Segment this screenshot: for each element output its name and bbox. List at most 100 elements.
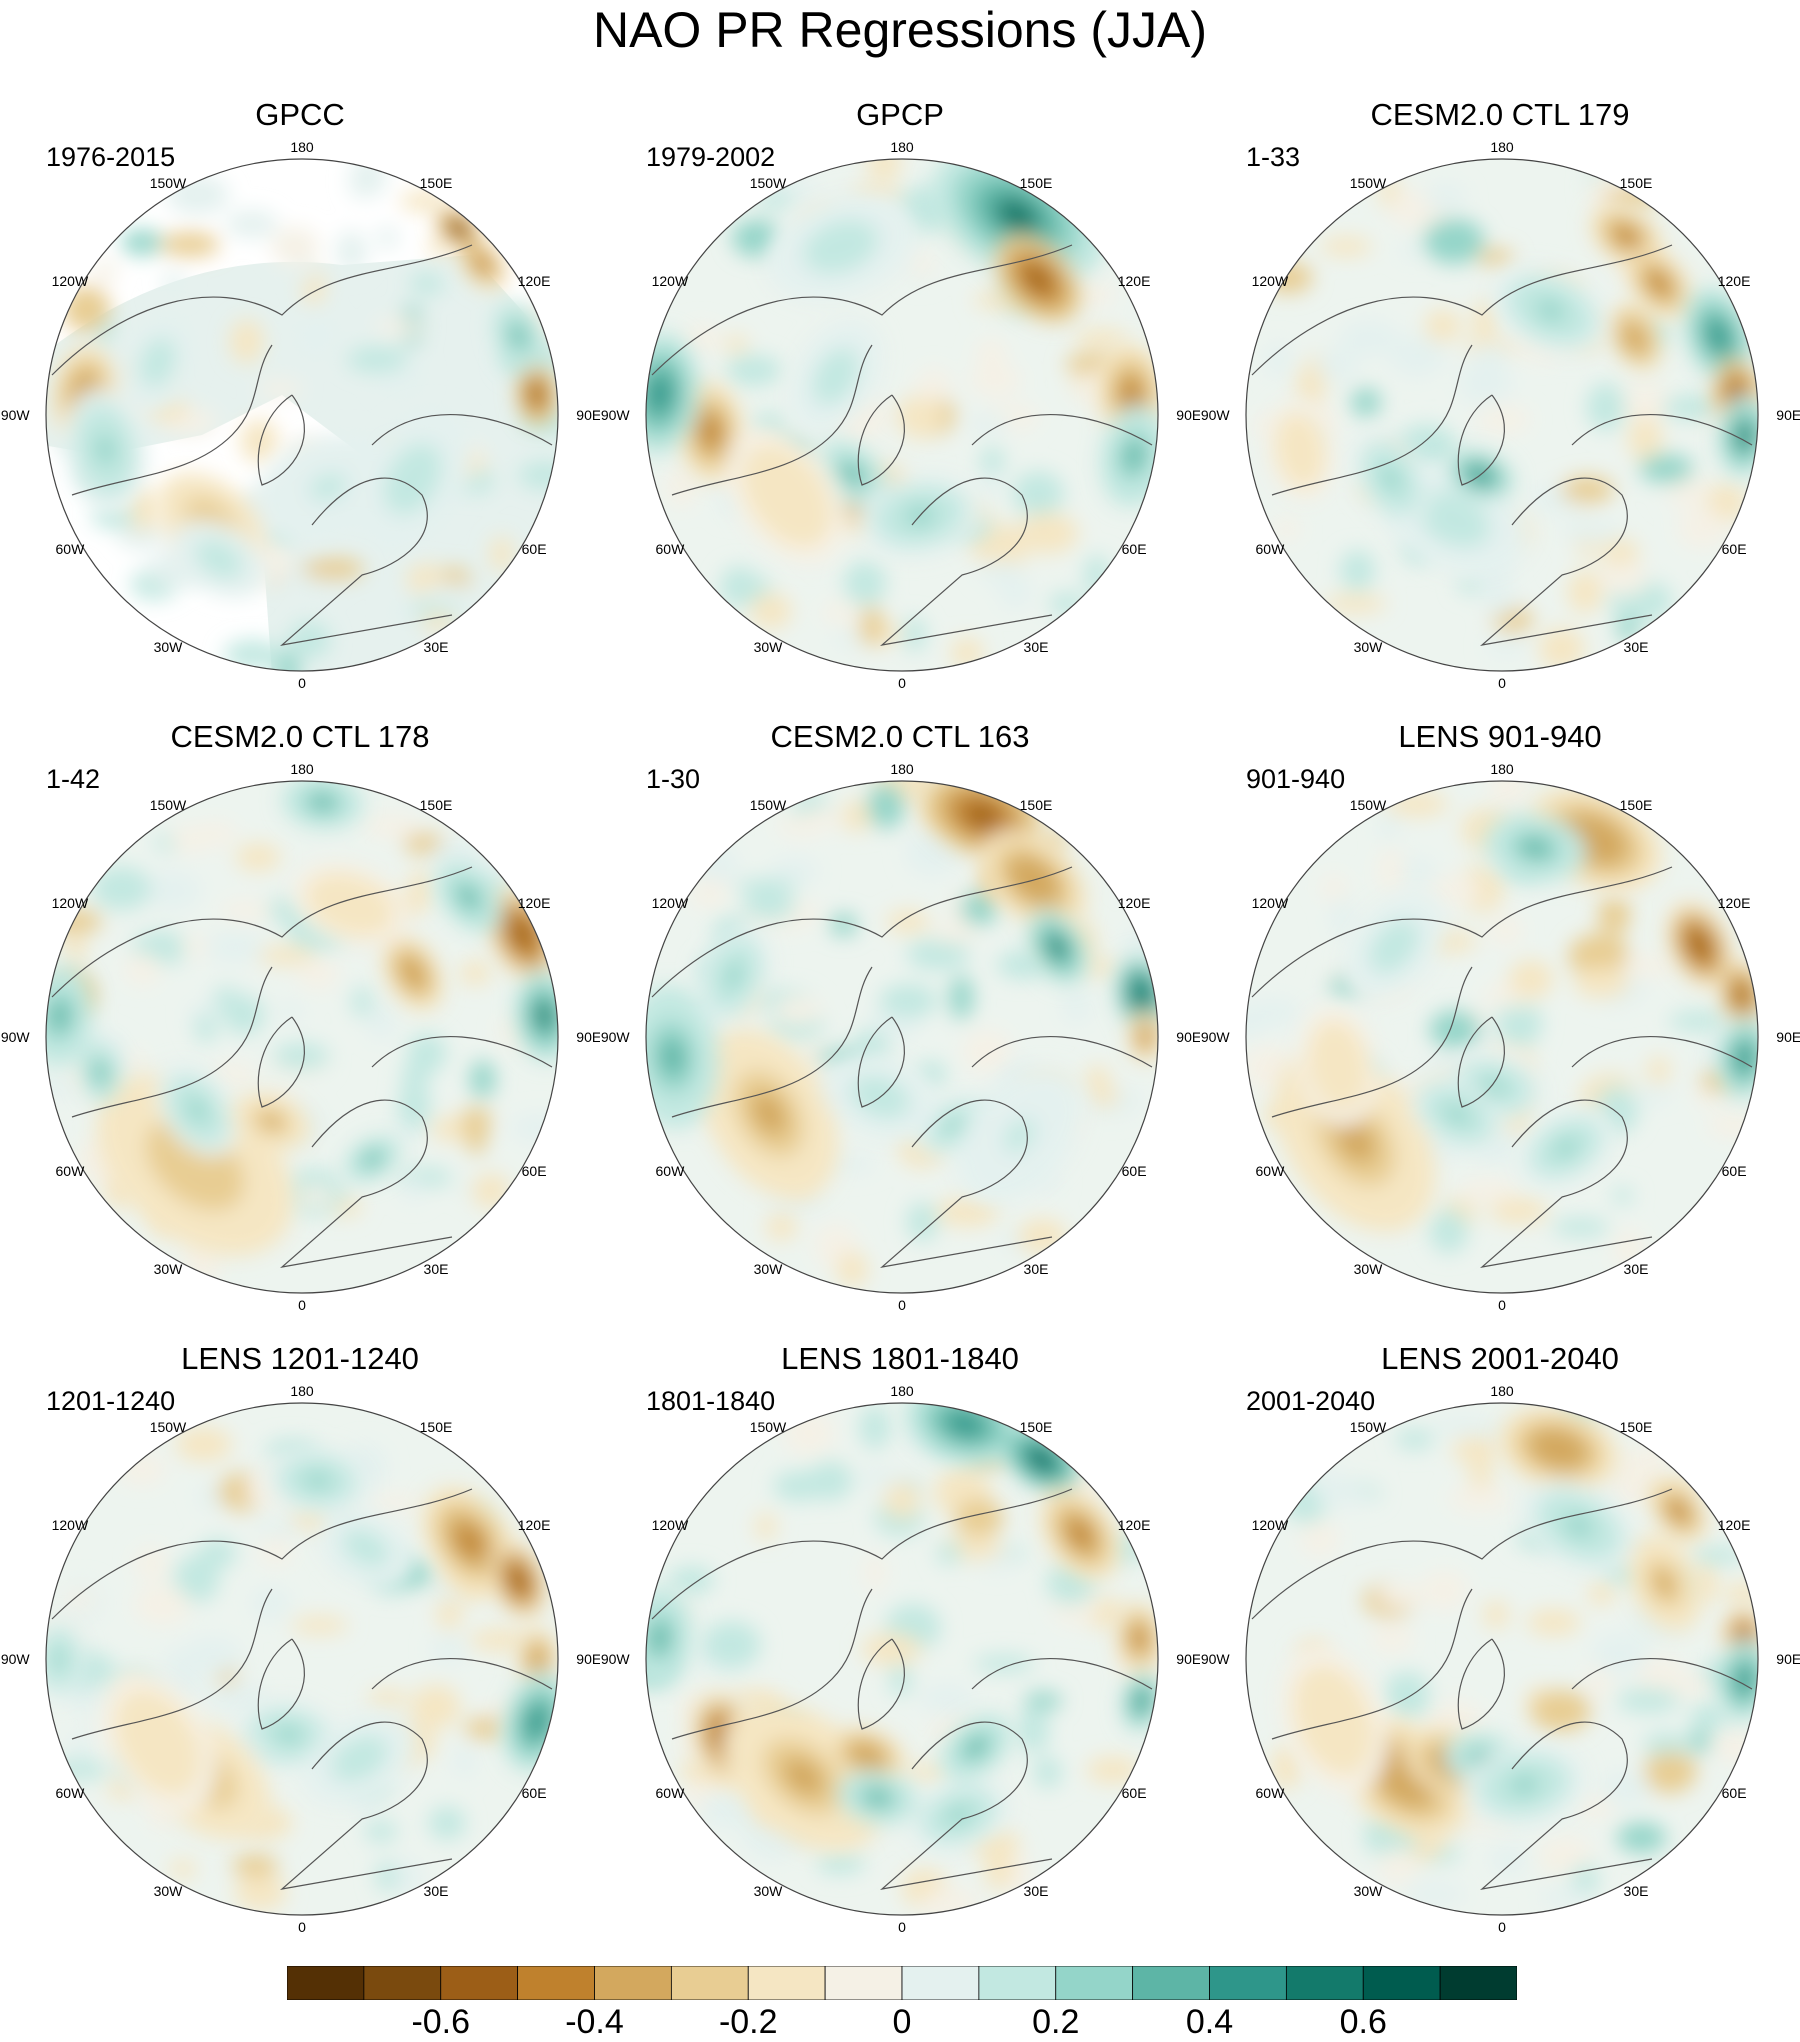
longitude-label: 90E [576, 1029, 600, 1045]
colorbar-tick-label: -0.6 [411, 2003, 471, 2041]
anomaly-contour [51, 1003, 69, 1029]
longitude-label: 60E [522, 541, 547, 557]
anomaly-speck [490, 536, 514, 572]
longitude-label: 30E [424, 639, 449, 655]
anomaly-contour [1690, 934, 1708, 956]
anomaly-contour [1335, 1116, 1376, 1163]
map-boundary [1245, 158, 1759, 672]
anomaly-speck [1598, 563, 1649, 597]
longitude-label: 90W [601, 1029, 631, 1045]
anomaly-speck [969, 364, 1022, 396]
anomaly-speck [367, 1689, 409, 1708]
anomaly-layer [646, 1403, 1158, 1852]
anomaly-speck [290, 1616, 349, 1634]
anomaly-contour [1026, 268, 1049, 291]
colorbar-swatch [1285, 1966, 1364, 2000]
anomaly-speck [276, 650, 300, 671]
anomaly-speck [205, 931, 265, 963]
anomaly-speck [1689, 1703, 1731, 1729]
anomaly-contour [452, 223, 464, 234]
longitude-label: 0 [1498, 1919, 1506, 1935]
anomaly-speck [169, 825, 210, 854]
anomaly-speck [429, 1583, 467, 1601]
anomaly-speck [702, 1621, 761, 1669]
colorbar-tick-label: -0.2 [718, 2003, 778, 2041]
anomaly-contour [995, 198, 1039, 233]
anomaly-speck [906, 938, 970, 970]
anomaly-contour [751, 1092, 787, 1136]
anomaly-layer [51, 207, 557, 598]
anomaly-speck [1459, 1178, 1517, 1203]
panel-period: 1976-2015 [46, 142, 176, 172]
longitude-label: 30E [424, 1261, 449, 1277]
anomaly-speck [423, 583, 476, 606]
anomaly-speck [1089, 1086, 1120, 1107]
greenland-coast [1457, 394, 1505, 486]
longitude-label: 120W [1252, 273, 1289, 289]
coastlines [651, 244, 1153, 646]
anomaly-speck [159, 232, 220, 257]
anomaly-speck [1017, 512, 1079, 554]
anomaly-contour [857, 1748, 877, 1763]
longitude-label: 60W [656, 1785, 686, 1801]
colorbar-swatch [824, 1966, 903, 2000]
siberia-coast [971, 1658, 1153, 1690]
anomaly-speck [117, 519, 166, 550]
anomaly-speck [1627, 1086, 1673, 1105]
anomaly-contour [1381, 933, 1407, 960]
anomaly-speck [1273, 517, 1301, 540]
anomaly-speck [47, 1759, 109, 1780]
siberia-coast [971, 1036, 1153, 1068]
anomaly-speck [975, 337, 1007, 371]
colorbar-swatch [287, 1966, 365, 2000]
anomaly-speck [946, 1464, 978, 1496]
anomaly-speck [1421, 1570, 1468, 1610]
anomaly-speck [921, 1887, 980, 1915]
coastlines [651, 1488, 1153, 1890]
anomaly-speck [1496, 1000, 1542, 1048]
coastlines [51, 244, 553, 646]
anomaly-speck [1340, 550, 1376, 592]
anomaly-contour [95, 1064, 106, 1081]
anomaly-speck [1033, 1756, 1062, 1789]
longitude-label: 60W [1256, 541, 1286, 557]
anomaly-speck [408, 868, 432, 913]
anomaly-speck [198, 1538, 237, 1568]
anomaly-speck [1061, 990, 1092, 1024]
anomaly-speck [1667, 476, 1712, 509]
coastlines [651, 866, 1153, 1268]
greenland-coast [857, 1638, 905, 1730]
polar-map: 180 150E 120E 90E 60E 30E 0 30W 60W 90W 120W 150W [601, 1383, 1200, 1935]
longitude-label: 120E [1118, 273, 1151, 289]
anomaly-contour [309, 473, 347, 501]
anomaly-speck [464, 1717, 509, 1740]
anomaly-contour [1564, 1514, 1594, 1538]
anomaly-contour [949, 1413, 981, 1435]
anomaly-speck [1323, 594, 1387, 613]
anomaly-contour [823, 362, 848, 391]
anomaly-speck [64, 1590, 96, 1610]
colorbar-tick-label: 0.2 [1032, 2003, 1080, 2041]
anomaly-contour [1509, 1774, 1540, 1796]
map-boundary [645, 1402, 1159, 1916]
longitude-label: 90W [1, 1029, 31, 1045]
greenland-coast [1457, 1638, 1505, 1730]
anomaly-contour [1136, 1693, 1147, 1709]
anomaly-speck [842, 799, 871, 833]
anomaly-contour [867, 1790, 888, 1805]
anomaly-speck [1376, 1583, 1426, 1607]
anomaly-speck [1576, 1796, 1615, 1819]
anomaly-speck [1330, 891, 1354, 938]
map-panel: GPCC 180 150E 120E 90E 60E 30E 0 30W 60W 90W 120W 15… [0, 95, 600, 715]
polar-map: 180 150E 120E 90E 60E 30E 0 30W 60W 90W 120W 150W [1201, 761, 1800, 1313]
anomaly-speck [235, 843, 281, 872]
anomaly-contour [943, 1117, 963, 1134]
anomaly-speck [903, 616, 927, 652]
anomaly-contour [476, 256, 489, 271]
anomaly-contour [702, 418, 720, 445]
anomaly-speck [861, 605, 883, 647]
map-boundary [45, 158, 559, 672]
longitude-label: 180 [890, 1383, 914, 1399]
longitude-label: 60W [656, 541, 686, 557]
anomaly-speck [954, 1499, 1004, 1537]
